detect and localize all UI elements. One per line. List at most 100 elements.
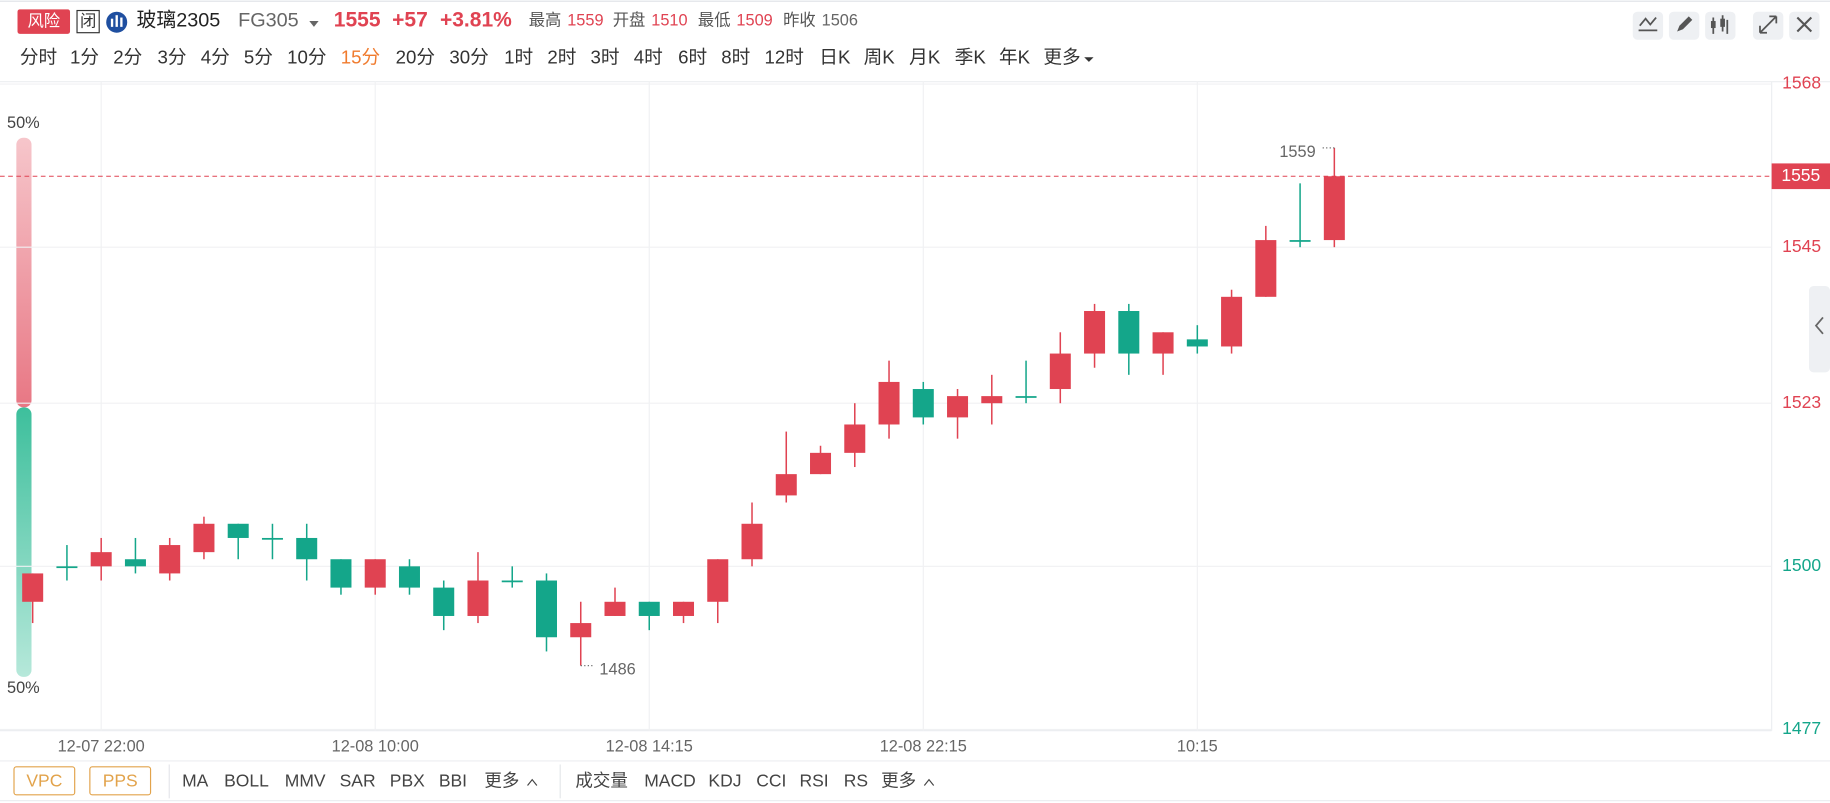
indicator-label: PPS: [103, 771, 138, 791]
candle-body: [1255, 240, 1277, 297]
price-change-pct: +3.81%: [440, 9, 512, 32]
period-button[interactable]: 2时: [547, 46, 576, 67]
risk-badge-text: 风险: [27, 13, 60, 31]
indicator-button[interactable]: 成交量: [575, 771, 627, 791]
instrument-code[interactable]: FG305: [238, 9, 299, 31]
period-button[interactable]: 周K: [864, 46, 896, 67]
period-button[interactable]: 3时: [591, 46, 620, 67]
indicator-button[interactable]: BBI: [439, 771, 467, 791]
annotation-label: 1486: [599, 661, 635, 679]
indicator-button[interactable]: MACD: [644, 771, 696, 791]
period-button[interactable]: 分时: [20, 46, 57, 67]
tool-icon: [1638, 16, 1658, 32]
candle-body: [878, 381, 900, 425]
y-tick-label: 1568: [1782, 73, 1821, 93]
stat-label: 最高: [529, 11, 562, 29]
dropdown-arrow[interactable]: [309, 21, 319, 27]
risk-badge[interactable]: [17, 9, 71, 34]
indicator-button[interactable]: CCI: [756, 771, 786, 791]
indicator-button[interactable]: RS: [844, 771, 868, 791]
x-tick-label: 12-08 22:15: [880, 737, 967, 755]
candle-body: [159, 545, 181, 574]
stat-value: 1506: [822, 11, 858, 29]
stat-label: 昨收: [783, 11, 816, 29]
candle-body: [844, 424, 866, 453]
period-button[interactable]: 6时: [678, 46, 707, 67]
period-button[interactable]: 12时: [764, 46, 803, 67]
period-button[interactable]: 8时: [721, 46, 750, 67]
indicator-toggle[interactable]: [13, 766, 76, 796]
indicator-button[interactable]: BOLL: [224, 771, 269, 791]
indicator-button[interactable]: 更多: [484, 771, 519, 791]
period-button[interactable]: 4分: [201, 46, 230, 67]
side-tab-icon: [1814, 316, 1824, 335]
indicator-button[interactable]: SAR: [340, 771, 376, 791]
period-button[interactable]: 4时: [634, 46, 663, 67]
x-tick-label: 12-08 14:15: [606, 737, 693, 755]
candle-body: [1084, 311, 1106, 354]
candle-body: [56, 566, 78, 569]
chevron: [923, 778, 935, 786]
stat-value: 1559: [567, 11, 603, 29]
indicator-button[interactable]: MMV: [285, 771, 326, 791]
candle-body: [296, 537, 318, 560]
icon-bar: [120, 17, 123, 27]
candle-body: [227, 523, 249, 538]
stat-label: 开盘: [613, 10, 646, 29]
gauge-bottom-label: 50%: [7, 679, 40, 697]
candle-body: [90, 552, 112, 567]
period-button[interactable]: 20分: [396, 46, 435, 67]
x-tick-label: 12-07 22:00: [58, 737, 145, 755]
stat-value: 1510: [651, 11, 687, 29]
period-button[interactable]: 15分: [341, 46, 380, 67]
period-button[interactable]: 30分: [449, 46, 488, 67]
period-button[interactable]: 2分: [113, 46, 142, 67]
candle-body: [330, 559, 352, 588]
candle-body: [193, 523, 215, 553]
period-button[interactable]: 日K: [819, 46, 851, 67]
y-tick-label: 1523: [1782, 392, 1821, 412]
tool-icon: [1759, 15, 1778, 34]
indicator-toggle[interactable]: [89, 766, 152, 796]
status-box: [76, 9, 100, 34]
x-tick-label: 10:15: [1177, 737, 1218, 755]
candle-body: [673, 601, 695, 616]
close-icon: [1796, 16, 1813, 33]
dropdown-arrow[interactable]: [1084, 57, 1094, 62]
gauge-top-label: 50%: [7, 114, 40, 132]
period-button[interactable]: 3分: [158, 46, 187, 67]
candle-body: [364, 559, 386, 588]
candle-body: [22, 573, 44, 602]
period-button[interactable]: 1时: [504, 46, 533, 67]
candle-body: [1049, 353, 1071, 390]
gauge-lower: [16, 407, 32, 677]
last-price: 1555: [334, 9, 381, 32]
period-button[interactable]: 5分: [244, 46, 273, 67]
tool-icons: [1632, 11, 1820, 40]
indicator-button[interactable]: PBX: [390, 771, 425, 791]
period-button[interactable]: 更多: [1043, 46, 1080, 67]
candle-body: [398, 566, 420, 588]
candle-body: [1118, 311, 1140, 354]
indicator-button[interactable]: 更多: [881, 771, 916, 791]
period-button[interactable]: 10分: [287, 46, 326, 67]
tool-button[interactable]: [1632, 11, 1664, 40]
period-button[interactable]: 1分: [70, 46, 99, 67]
candle-body: [947, 396, 969, 418]
indicator-button[interactable]: KDJ: [708, 771, 741, 791]
candle-body: [741, 523, 763, 560]
candle-body: [467, 580, 489, 616]
indicator-button[interactable]: RSI: [799, 771, 828, 791]
candle-body: [638, 601, 660, 616]
period-button[interactable]: 年K: [999, 46, 1031, 67]
stat-label: 最低: [698, 11, 731, 29]
gauge-upper: [16, 137, 32, 408]
indicator-button[interactable]: MA: [182, 771, 209, 791]
y-tick-label: 1477: [1782, 718, 1821, 738]
period-button[interactable]: 季K: [955, 46, 987, 67]
y-tick-label: 1500: [1782, 555, 1821, 575]
candle-body: [535, 580, 557, 638]
period-button[interactable]: 月K: [909, 46, 941, 67]
icon-bar: [115, 15, 118, 27]
